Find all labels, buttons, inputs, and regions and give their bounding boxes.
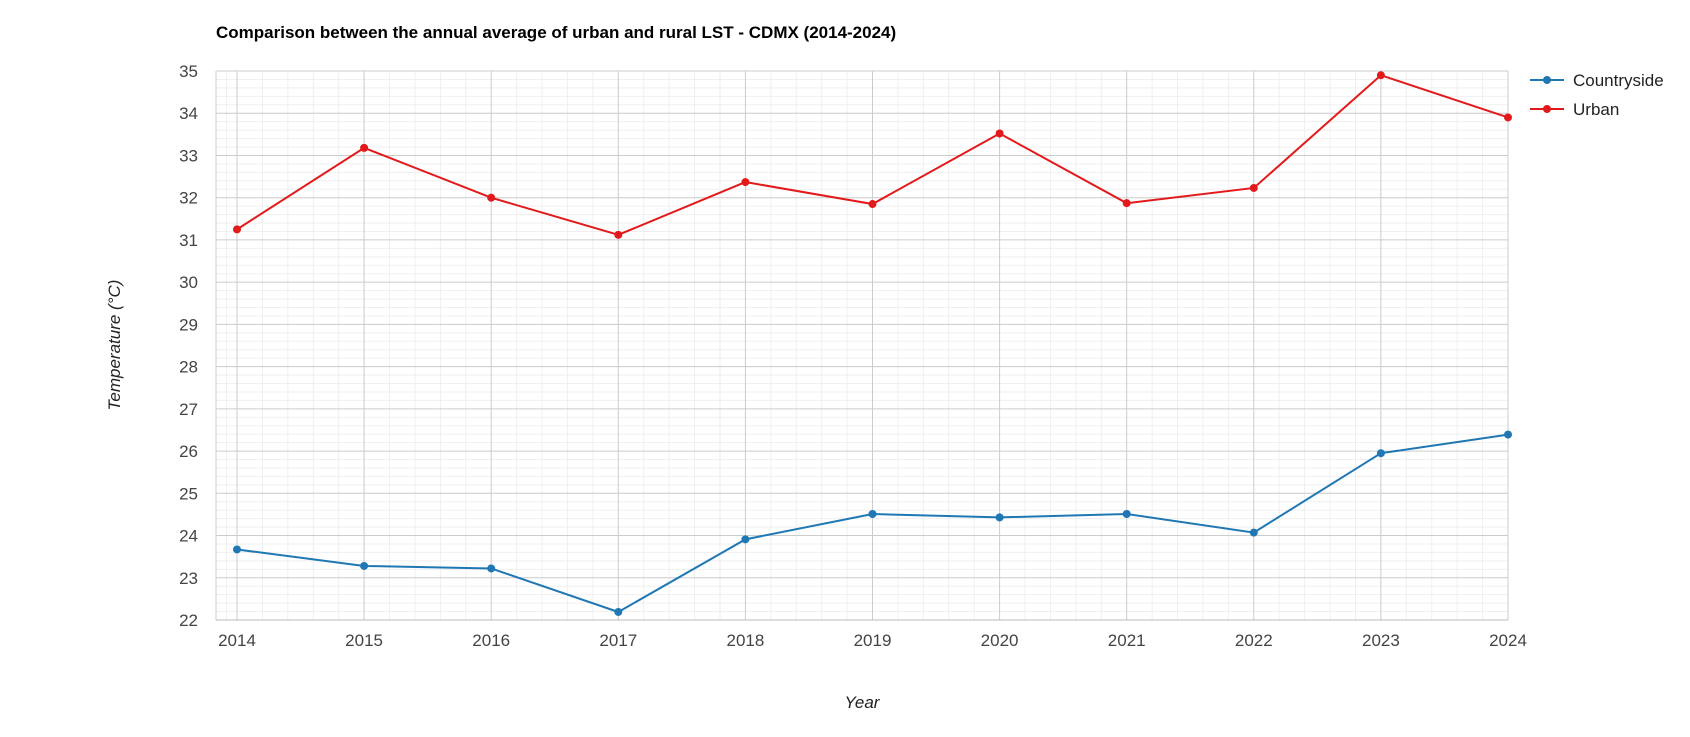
x-tick-label: 2017 (599, 631, 637, 650)
y-tick-label: 25 (179, 484, 198, 503)
data-point-countryside (995, 513, 1004, 522)
y-tick-label: 32 (179, 189, 198, 208)
x-axis-title: Year (845, 693, 881, 712)
y-tick-label: 35 (179, 62, 198, 81)
x-tick-label: 2021 (1108, 631, 1146, 650)
y-axis-ticks: 22 23 24 25 26 27 28 29 30 31 32 33 34 35 (179, 62, 198, 630)
data-point-urban (1376, 71, 1385, 80)
legend-item-countryside: Countryside (1530, 71, 1664, 90)
data-point-countryside (1376, 449, 1385, 458)
data-point-countryside (233, 545, 241, 554)
x-tick-label: 2014 (218, 631, 256, 650)
data-point-countryside (868, 510, 877, 519)
data-point-countryside (741, 535, 750, 544)
y-tick-label: 34 (179, 104, 198, 123)
x-tick-label: 2016 (472, 631, 510, 650)
legend-marker-urban (1543, 105, 1551, 113)
x-tick-label: 2024 (1489, 631, 1527, 650)
data-point-urban (360, 143, 369, 152)
data-point-countryside (1122, 510, 1131, 519)
y-tick-label: 22 (179, 611, 198, 630)
data-point-urban (1122, 199, 1131, 208)
x-tick-label: 2020 (981, 631, 1019, 650)
x-tick-label: 2019 (854, 631, 892, 650)
data-point-urban (741, 178, 750, 187)
y-tick-label: 28 (179, 358, 198, 377)
data-point-urban (868, 200, 877, 209)
y-tick-label: 29 (179, 315, 198, 334)
x-tick-label: 2018 (726, 631, 764, 650)
x-tick-label: 2015 (345, 631, 383, 650)
data-point-countryside (487, 564, 496, 573)
series-urban (233, 71, 1512, 239)
legend-label-countryside: Countryside (1573, 71, 1664, 90)
legend-label-urban: Urban (1573, 100, 1619, 119)
data-point-countryside (360, 561, 369, 570)
legend-marker-countryside (1543, 76, 1551, 84)
y-tick-label: 31 (179, 231, 198, 250)
data-point-countryside (614, 607, 623, 616)
data-point-countryside (1249, 528, 1258, 537)
y-axis-title: Temperature (°C) (105, 280, 124, 411)
y-tick-label: 30 (179, 273, 198, 292)
series-countryside (233, 430, 1512, 616)
data-point-urban (1249, 183, 1258, 192)
data-point-urban (487, 193, 496, 202)
grid (215, 70, 1509, 621)
data-point-urban (995, 129, 1004, 138)
legend-item-urban: Urban (1530, 100, 1619, 119)
legend: Countryside Urban (1530, 71, 1664, 119)
chart-title: Comparison between the annual average of… (216, 23, 896, 42)
data-point-urban (233, 225, 241, 234)
x-tick-label: 2022 (1235, 631, 1273, 650)
y-tick-label: 23 (179, 569, 198, 588)
series-layer (233, 71, 1512, 616)
y-tick-label: 27 (179, 400, 198, 419)
x-tick-label: 2023 (1362, 631, 1400, 650)
data-point-countryside (1504, 430, 1512, 439)
x-axis-ticks: 2014 2015 2016 2017 2018 2019 2020 2021 2022 2023… (218, 631, 1527, 650)
y-tick-label: 26 (179, 442, 198, 461)
y-tick-label: 33 (179, 146, 198, 165)
y-tick-label: 24 (179, 527, 198, 546)
data-point-urban (614, 230, 623, 239)
data-point-urban (1504, 113, 1512, 122)
